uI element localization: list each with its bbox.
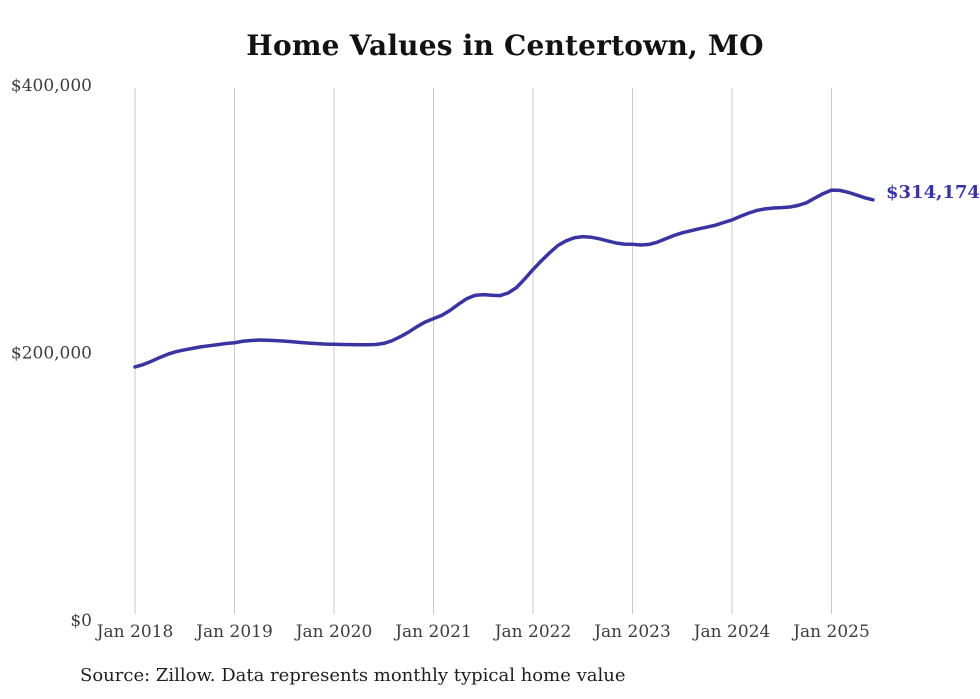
x-tick-label: Jan 2020 — [294, 622, 373, 642]
x-tick-label: Jan 2022 — [493, 622, 572, 642]
x-tick-label: Jan 2019 — [194, 622, 273, 642]
x-tick-label: Jan 2018 — [95, 622, 174, 642]
source-note: Source: Zillow. Data represents monthly … — [80, 665, 626, 686]
x-tick-label: Jan 2023 — [592, 622, 671, 642]
x-tick-label: Jan 2021 — [393, 622, 472, 642]
x-tick-label: Jan 2025 — [791, 622, 870, 642]
home-value-series-line — [133, 188, 875, 369]
x-tick-label: Jan 2024 — [692, 622, 771, 642]
chart-title: Home Values in Centertown, MO — [246, 29, 764, 62]
latest-value-label: $314,174 — [886, 182, 980, 203]
y-tick-label: $200,000 — [11, 344, 92, 364]
y-tick-label: $0 — [70, 611, 92, 631]
y-tick-label: $400,000 — [11, 76, 92, 96]
